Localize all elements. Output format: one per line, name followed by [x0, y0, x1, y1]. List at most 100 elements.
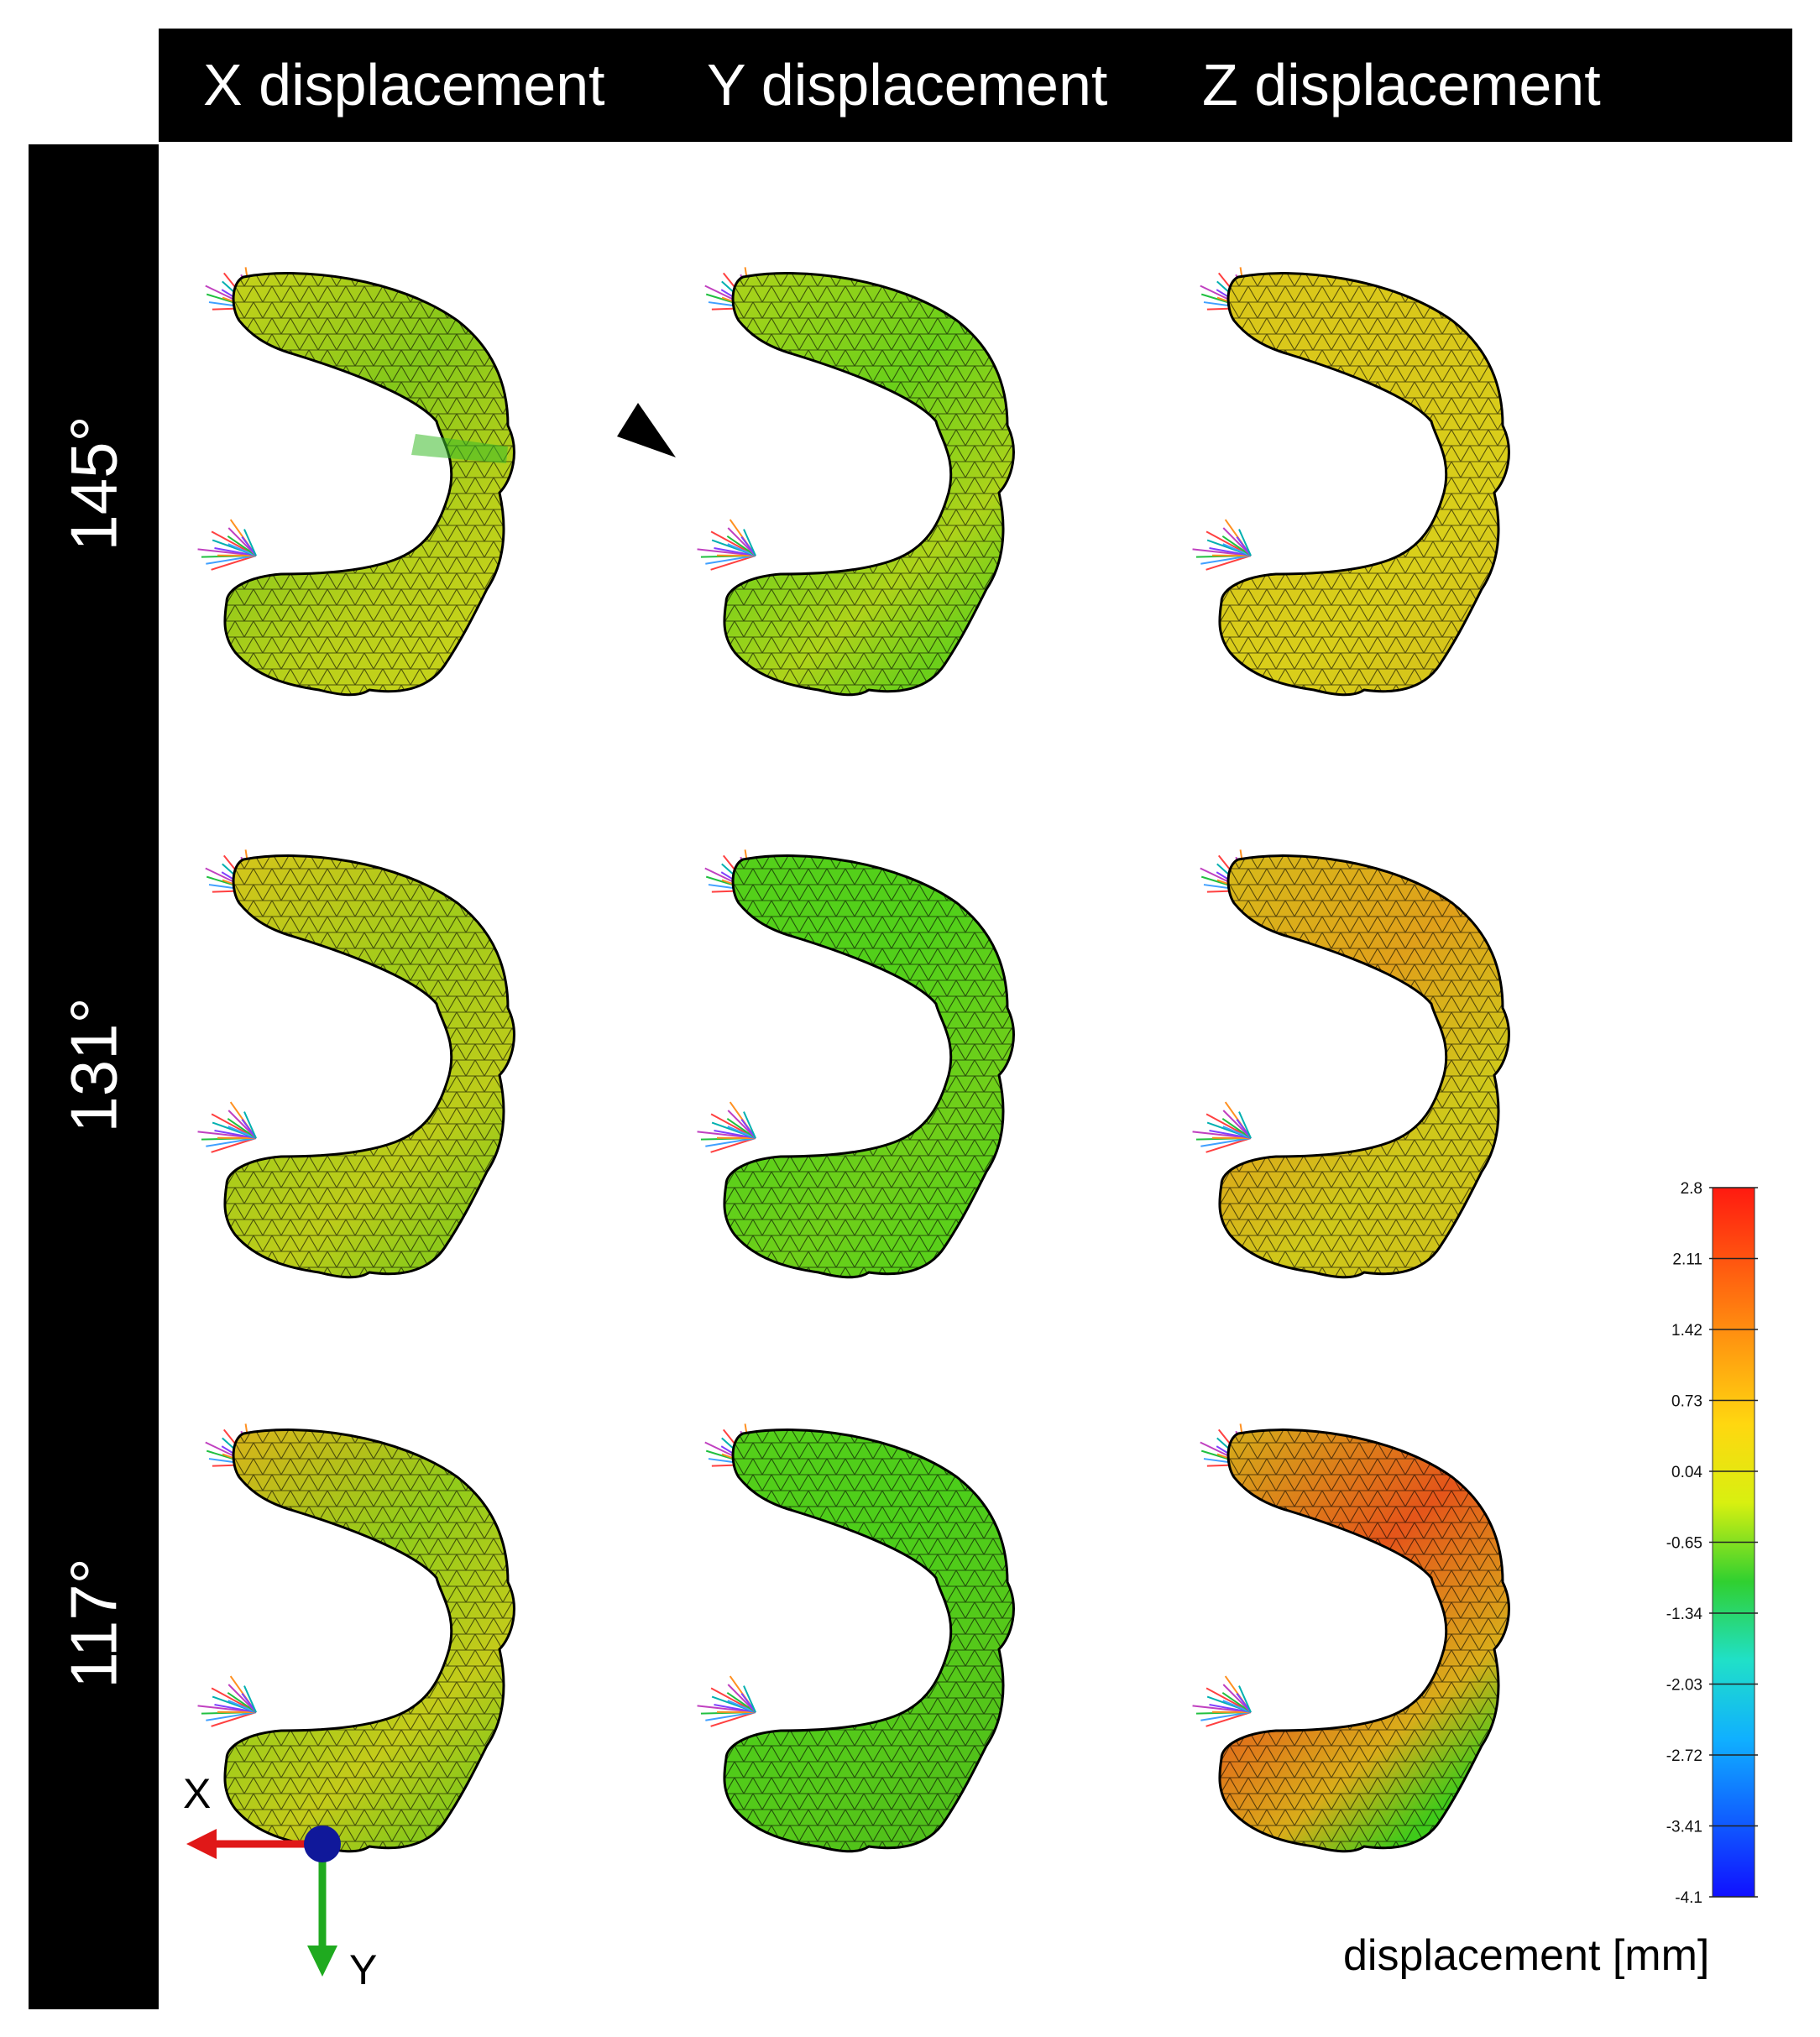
fiber-line — [710, 1137, 756, 1153]
fiber-line — [211, 1687, 257, 1713]
mesh-panels — [197, 267, 1510, 1853]
fiber-line — [227, 535, 257, 556]
fiber-line — [1236, 1119, 1252, 1139]
colorbar-tick-label: 0.04 — [1671, 1464, 1702, 1481]
fiber-line — [1205, 1113, 1252, 1139]
mesh-wireframe — [724, 273, 1014, 695]
fiber-line — [710, 1687, 756, 1713]
colorbar-tick-label: -4.1 — [1675, 1889, 1702, 1907]
fiber-line — [727, 1126, 756, 1139]
fiber-line — [228, 1126, 257, 1139]
mesh-wireframe — [1219, 855, 1509, 1277]
fiber-line — [1222, 1684, 1252, 1713]
column-label-x: X displacement — [203, 52, 605, 118]
x-axis-arrowhead — [186, 1829, 217, 1859]
fiber-line — [243, 529, 257, 556]
fiber-line — [705, 1711, 756, 1721]
fiber-line — [727, 1700, 756, 1713]
fiber-line — [743, 529, 756, 556]
mesh-panel — [1192, 1423, 1510, 1853]
fiber-line — [727, 1684, 756, 1713]
fiber-line — [740, 1119, 756, 1139]
colorbar-tick-label: -2.03 — [1666, 1677, 1702, 1695]
axis-x-label: X — [183, 1770, 212, 1817]
fiber-line — [1205, 1687, 1252, 1713]
colorbar-tick-label: -0.65 — [1666, 1535, 1702, 1553]
mesh-wireframe — [224, 273, 515, 695]
fiber-line — [228, 1110, 257, 1139]
mesh-panel — [697, 1423, 1015, 1853]
fiber-line — [1221, 1117, 1252, 1139]
fiber-line — [714, 1704, 756, 1713]
fiber-line — [1238, 529, 1252, 556]
fiber-line — [1222, 1126, 1252, 1139]
axis-origin-dot — [304, 1825, 341, 1862]
fiber-line — [206, 1711, 257, 1721]
fiber-line — [740, 1693, 756, 1713]
fiber-line — [1200, 1711, 1252, 1721]
fiber-line — [705, 1137, 756, 1147]
column-label-z: Z displacement — [1202, 52, 1601, 118]
fiber-line — [243, 1685, 257, 1713]
colorbar: 2.8 2.11 1.42 0.73 0.04 -0.65 -1.34 -2.03 -2.72 -… — [1666, 1180, 1758, 1907]
fiber-line — [710, 555, 756, 571]
fiber-line — [1238, 1685, 1252, 1713]
y-axis-arrowhead — [307, 1946, 337, 1977]
fiber-line — [1205, 1711, 1252, 1727]
mesh-wireframe — [224, 855, 515, 1277]
mesh-panel — [1192, 849, 1510, 1279]
fiber-line — [214, 547, 257, 556]
mesh-wireframe — [724, 855, 1014, 1277]
colorbar-tick-label: -1.34 — [1666, 1606, 1703, 1623]
fiber-line — [1205, 530, 1252, 556]
axes-indicator — [186, 1825, 341, 1977]
colorbar-tick-label: -2.72 — [1666, 1747, 1702, 1765]
fiber-line — [206, 555, 257, 565]
fiber-line — [714, 547, 756, 556]
fiber-line — [241, 536, 257, 556]
fiber-line — [1221, 1691, 1252, 1713]
fiber-line — [228, 1684, 257, 1713]
fiber-line — [726, 1117, 756, 1139]
column-header-bar: X displacement Y displacement Z displace… — [159, 29, 1792, 142]
fiber-line — [705, 555, 756, 565]
fiber-line — [241, 1693, 257, 1713]
colorbar-tick-label: 2.8 — [1681, 1180, 1702, 1198]
fiber-line — [1236, 536, 1252, 556]
fiber-line — [1236, 1693, 1252, 1713]
fiber-line — [727, 1110, 756, 1139]
colorbar-tick-label: 1.42 — [1671, 1322, 1702, 1340]
fiber-line — [211, 555, 257, 571]
mesh-wireframe — [724, 1429, 1014, 1852]
fiber-line — [1209, 1704, 1252, 1713]
fiber-line — [1222, 543, 1252, 556]
fiber-line — [1205, 555, 1252, 571]
fiber-line — [1209, 547, 1252, 556]
fiber-line — [710, 530, 756, 556]
fiber-line — [1222, 527, 1252, 556]
mesh-panel — [697, 849, 1015, 1279]
row-header-bar: 145° 131° 117° — [29, 144, 159, 2009]
mesh-panel — [1192, 267, 1510, 697]
mesh-wireframe — [1219, 1429, 1509, 1852]
fiber-line — [1222, 1700, 1252, 1713]
fiber-line — [206, 1137, 257, 1147]
fiber-line — [1238, 1111, 1252, 1139]
colorbar-title: displacement [mm] — [1343, 1931, 1710, 1980]
fiber-line — [743, 1111, 756, 1139]
fiber-line — [726, 1691, 756, 1713]
colorbar-tick-label: -3.41 — [1666, 1819, 1702, 1836]
fiber-line — [727, 527, 756, 556]
arrowhead-marker — [617, 403, 676, 457]
fiber-line — [228, 1700, 257, 1713]
fiber-line — [1221, 535, 1252, 556]
highlight-band — [411, 434, 508, 463]
fiber-line — [214, 1704, 257, 1713]
fiber-line — [726, 535, 756, 556]
axis-y-label: Y — [349, 1946, 378, 1993]
mesh-panel — [197, 267, 515, 697]
fiber-line — [710, 1113, 756, 1139]
fiber-line — [1200, 555, 1252, 565]
fiber-line — [727, 543, 756, 556]
